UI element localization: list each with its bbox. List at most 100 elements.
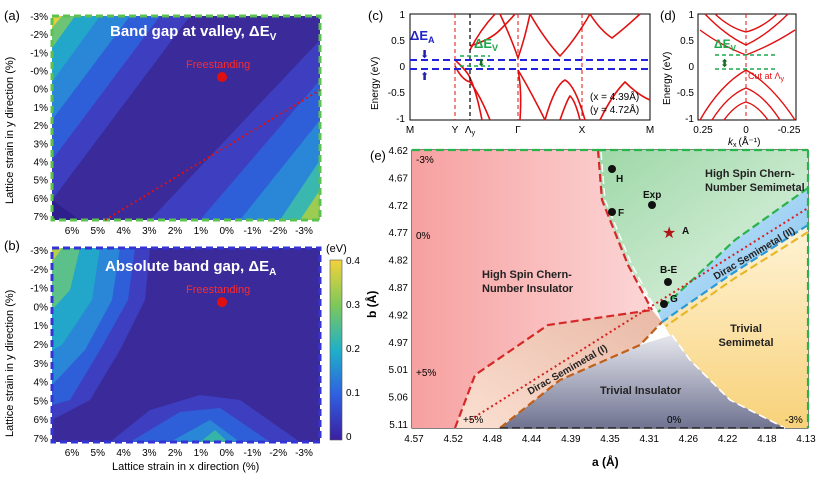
- strain-mark-bottom-left: +5%: [463, 415, 483, 426]
- panel-d-y-ticks: 1 0.5 0 -0.5 -1: [677, 10, 695, 125]
- panel-d-ytick-1: 0.5: [680, 36, 694, 47]
- panel-a-ytick-2: -1%: [30, 48, 48, 59]
- panel-c-ytick-4: -1: [396, 114, 405, 125]
- panel-a-xtick-2: 4%: [116, 226, 131, 237]
- panel-e-ytick-10: 5.11: [389, 420, 408, 431]
- panel-a-frame: [50, 14, 322, 222]
- panel-e-xtick-2: 4.48: [483, 434, 503, 445]
- panel-e-xtick-0: 4.57: [404, 434, 424, 445]
- panel-b-ytick-5: 2%: [34, 340, 49, 351]
- panel-b-ytick-1: -2%: [30, 265, 48, 276]
- panel-d-cut-label: Cut at Λy: [748, 71, 785, 83]
- panel-b-frame: [50, 246, 322, 444]
- panel-d-dEV: ΔEV: [714, 37, 737, 53]
- point-exp-marker: [648, 201, 656, 209]
- panel-c-klabel-5: M: [646, 125, 654, 136]
- strain-mark-top-left: -3%: [416, 155, 434, 166]
- panel-a-xtick-9: -3%: [295, 226, 313, 237]
- panel-e-ytick-6: 4.92: [389, 310, 409, 321]
- panel-a-xtick-8: -2%: [269, 226, 287, 237]
- colorbar-tick-4: 0: [346, 432, 352, 443]
- colorbar-tick-2: 0.2: [346, 344, 360, 355]
- panel-a-xtick-7: -1%: [244, 226, 262, 237]
- panel-d-ytick-2: 0: [688, 62, 694, 73]
- panel-d-xtick-2: -0.25: [778, 125, 801, 136]
- panel-b-xtick-4: 2%: [168, 448, 183, 459]
- point-g-marker: [660, 300, 668, 308]
- panel-c-ytick-2: 0: [399, 62, 405, 73]
- panel-a-x-ticks: 6% 5% 4% 3% 2% 1% 0% -1% -2% -3%: [65, 226, 313, 237]
- panel-e-boundaries: [412, 148, 810, 429]
- panel-d-x-ticks: 0.25 0 -0.25: [693, 125, 801, 136]
- panel-a-strain-line: [104, 89, 321, 221]
- panel-a-ytick-8: 4%: [34, 157, 49, 168]
- panel-a-ytick-7: 3%: [34, 139, 49, 150]
- panel-b-xtick-3: 3%: [142, 448, 157, 459]
- panel-b-ytick-3: 0%: [34, 302, 49, 313]
- panel-a-xtick-1: 5%: [91, 226, 106, 237]
- region-trivial-semi-label-1: Trivial: [730, 323, 762, 335]
- panel-e-xtick-3: 4.44: [522, 434, 542, 445]
- panel-b-xtick-7: -1%: [244, 448, 262, 459]
- panel-e-ytick-9: 5.06: [389, 393, 409, 404]
- panel-c-y-ticks: 1 0.5 0 -0.5 -1: [388, 10, 406, 125]
- colorbar-unit: (eV): [326, 243, 347, 255]
- point-a-star: ★: [662, 225, 676, 242]
- panel-b-xtick-8: -2%: [269, 448, 287, 459]
- panel-a-ytick-1: -2%: [30, 30, 48, 41]
- panel-c-dEA: ΔEA: [410, 28, 435, 45]
- panel-b-ytick-0: -3%: [30, 246, 48, 257]
- panel-e-ytick-0: 4.62: [389, 146, 409, 157]
- panel-c-label: (c): [368, 8, 383, 23]
- panel-a-marker-label: Freestanding: [186, 59, 250, 71]
- panel-e: (e) High Spin Chern- Number Insulator: [364, 146, 816, 469]
- region-trivial-semi-label-2: Semimetal: [718, 337, 773, 349]
- panel-a-ytick-9: 5%: [34, 176, 49, 187]
- panel-c: (c) Energy (eV) 1 0.5 0 -0.5 -1 ΔEA ⬇ ⬆ ΔEV: [368, 8, 654, 137]
- panel-d-ytick-0: 1: [688, 10, 694, 21]
- panel-a-xtick-6: 0%: [219, 226, 234, 237]
- panel-a-ytick-0: -3%: [30, 12, 48, 23]
- panel-b-label: (b): [4, 238, 20, 253]
- panel-e-ytick-8: 5.01: [389, 365, 409, 376]
- panel-a-xtick-4: 2%: [168, 226, 183, 237]
- panel-a-ytick-3: -0%: [30, 67, 48, 78]
- panel-d-xtick-1: 0: [743, 125, 749, 136]
- panel-d-frame: [697, 13, 797, 121]
- panel-c-klabel-2: Λy: [465, 125, 476, 137]
- panel-d-ytick-4: -1: [685, 114, 694, 125]
- region-trivial-semi: [662, 225, 808, 428]
- panel-e-ytick-4: 4.82: [389, 256, 409, 267]
- region-hsci-label-1: High Spin Chern-: [482, 269, 572, 281]
- panel-b-ylabel: Lattice strain in y direction (%): [4, 290, 16, 437]
- colorbar-ticks: 0.4 0.3 0.2 0.1 0: [346, 256, 360, 443]
- panel-c-arrow-down: ⬇: [420, 49, 429, 61]
- point-g-label: G: [670, 294, 678, 305]
- panel-b-xtick-5: 1%: [194, 448, 209, 459]
- panel-e-ytick-5: 4.87: [389, 283, 409, 294]
- panel-a-ytick-5: 1%: [34, 103, 49, 114]
- panel-e-xtick-7: 4.26: [679, 434, 699, 445]
- panel-b-freestanding-marker: [217, 297, 227, 307]
- panel-b-xtick-0: 6%: [65, 448, 80, 459]
- panel-d-ylabel: Energy (eV): [662, 52, 673, 105]
- point-f-marker: [608, 208, 616, 216]
- panel-c-k-labels: M Y Λy Γ X M: [406, 125, 654, 137]
- panel-e-xtick-5: 4.35: [600, 434, 620, 445]
- panel-c-klabel-1: Y: [452, 125, 459, 136]
- panel-e-ytick-7: 4.97: [389, 338, 409, 349]
- panel-a-freestanding-marker: [217, 72, 227, 82]
- panel-c-ylabel: Energy (eV): [370, 57, 381, 110]
- panel-a-y-ticks: -3% -2% -1% -0% 0% 1% 2% 3% 4% 5% 6% 7%: [30, 12, 48, 223]
- colorbar: [329, 259, 343, 441]
- panel-c-arrow-up: ⬆: [420, 71, 429, 83]
- panel-e-points: H Exp F ★ A B-E G: [608, 165, 689, 308]
- panel-b: (b) Absolute band gap, ΔEA Freestanding …: [4, 238, 360, 473]
- panel-c-klabel-0: M: [406, 125, 414, 136]
- panel-a-ytick-6: 2%: [34, 121, 49, 132]
- point-be-marker: [664, 278, 672, 286]
- panel-c-ytick-3: -0.5: [388, 88, 406, 99]
- panel-a-ytick-11: 7%: [34, 212, 49, 223]
- panel-e-ytick-3: 4.77: [389, 228, 409, 239]
- panel-b-ytick-6: 3%: [34, 359, 49, 370]
